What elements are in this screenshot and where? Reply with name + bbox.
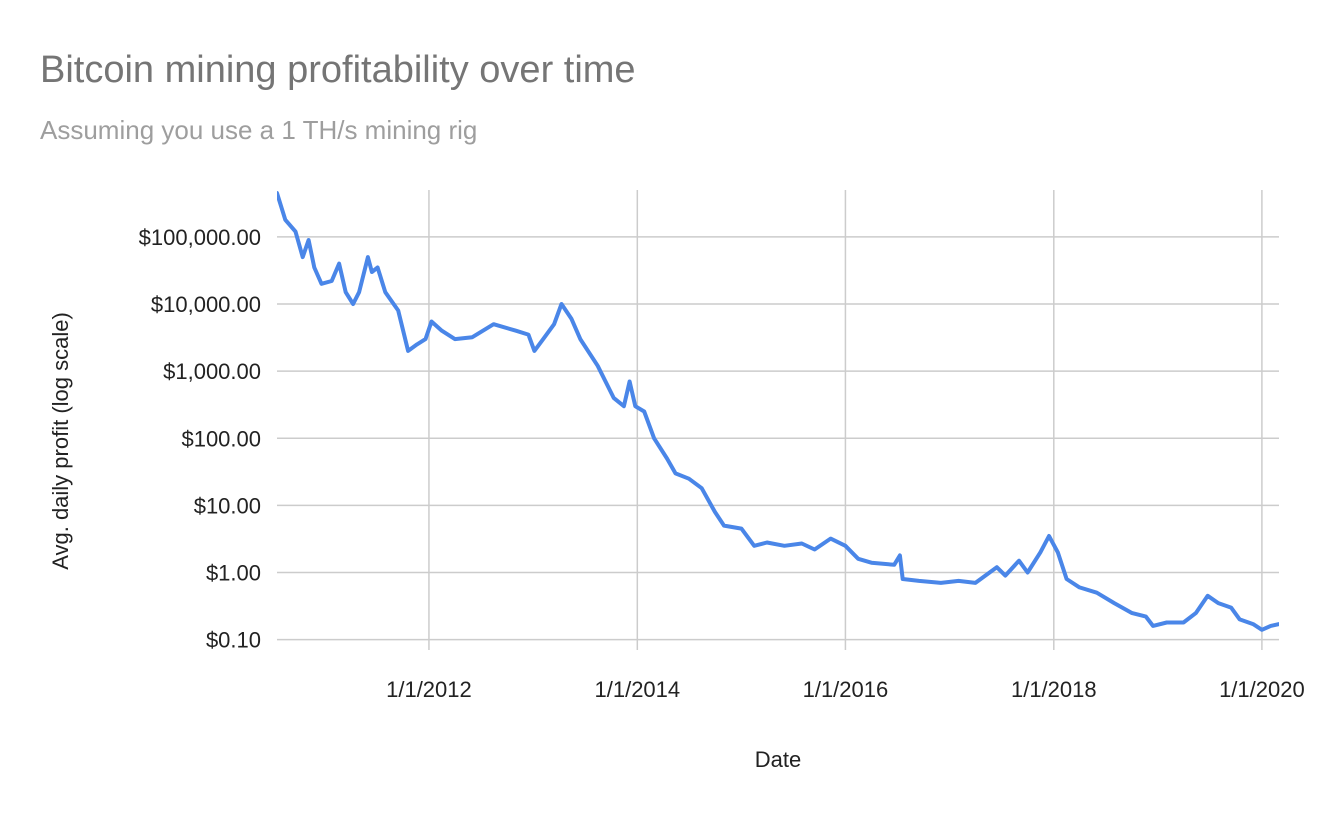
y-tick-label: $0.10 (206, 628, 261, 653)
x-tick-label: 1/1/2018 (1011, 677, 1097, 702)
series-line (277, 191, 1279, 632)
y-tick-label: $100,000.00 (139, 225, 261, 250)
chart-title: Bitcoin mining profitability over time (40, 49, 636, 91)
y-tick-label: $1.00 (206, 560, 261, 585)
x-tick-label: 1/1/2014 (595, 677, 681, 702)
x-axis-label: Date (755, 747, 801, 772)
y-tick-label: $10,000.00 (151, 292, 261, 317)
y-axis-ticks: $100,000.00 $10,000.00 $1,000.00 $100.00 $10… (139, 225, 261, 653)
series-layer (277, 191, 1279, 632)
x-tick-label: 1/1/2012 (386, 677, 472, 702)
y-tick-label: $10.00 (194, 493, 261, 518)
chart-subtitle: Assuming you use a 1 TH/s mining rig (40, 115, 477, 145)
x-tick-label: 1/1/2020 (1219, 677, 1305, 702)
x-tick-label: 1/1/2016 (803, 677, 889, 702)
y-axis-label: Avg. daily profit (log scale) (48, 312, 73, 570)
gridlines (277, 190, 1279, 650)
x-axis-ticks: 1/1/2012 1/1/2014 1/1/2016 1/1/2018 1/1/2020 (386, 677, 1305, 702)
y-tick-label: $1,000.00 (163, 359, 261, 384)
y-tick-label: $100.00 (181, 426, 261, 451)
